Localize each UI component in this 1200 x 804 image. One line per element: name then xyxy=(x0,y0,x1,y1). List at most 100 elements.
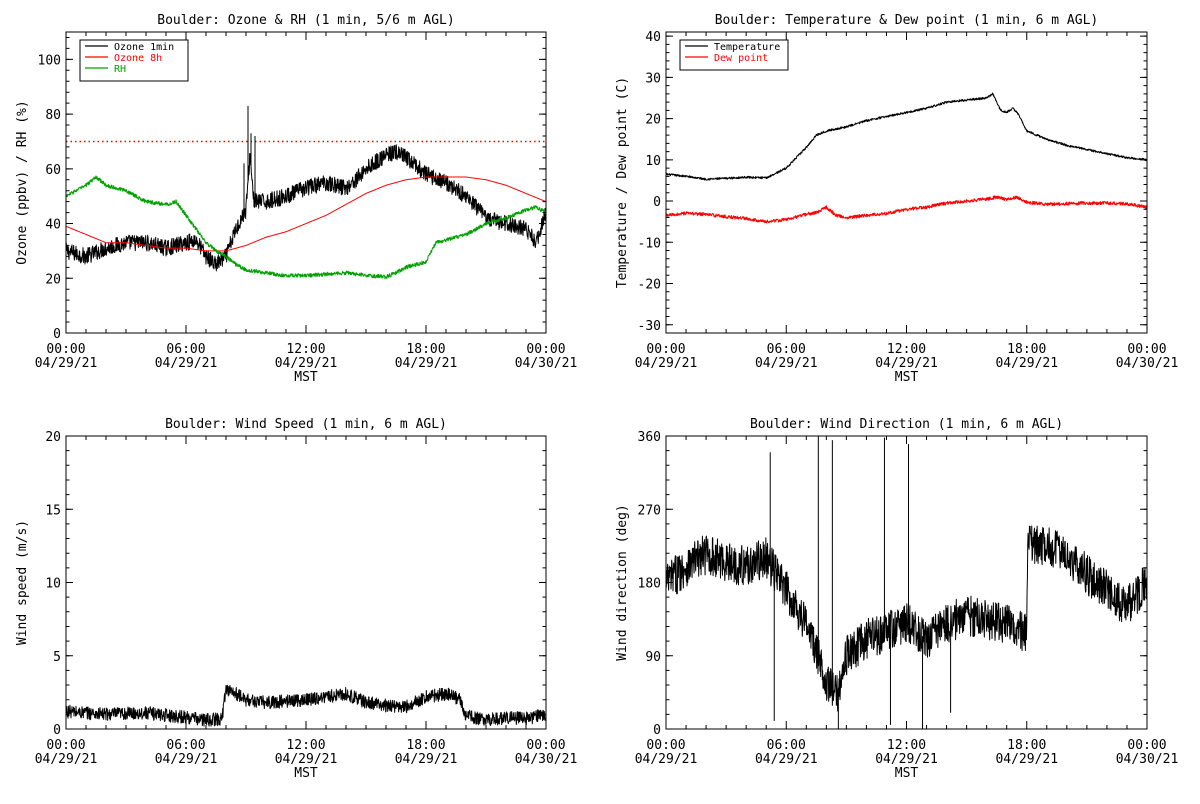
x-tick-time: 06:00 xyxy=(166,342,205,357)
x-tick-date: 04/29/21 xyxy=(395,752,458,767)
x-tick-time: 06:00 xyxy=(767,738,806,753)
x-tick-date: 04/29/21 xyxy=(275,752,338,767)
x-tick-date: 04/29/21 xyxy=(755,752,818,767)
series-line-ozone-8h xyxy=(65,176,547,252)
chart-panel-wind_dir: Boulder: Wind Direction (1 min, 6 m AGL)… xyxy=(615,417,1178,781)
x-tick-date: 04/29/21 xyxy=(995,752,1058,767)
x-tick-time: 18:00 xyxy=(406,738,445,753)
x-tick-time: 12:00 xyxy=(887,738,926,753)
x-tick-time: 00:00 xyxy=(646,738,685,753)
y-axis-label: Ozone (ppbv) / RH (%) xyxy=(15,100,30,264)
x-tick-date: 04/29/21 xyxy=(155,356,218,371)
x-tick-time: 00:00 xyxy=(646,342,685,357)
x-tick-date: 04/29/21 xyxy=(35,752,98,767)
x-tick-date: 04/29/21 xyxy=(875,752,938,767)
legend-box xyxy=(679,39,789,71)
y-tick-label: 100 xyxy=(38,53,61,68)
y-tick-label: 20 xyxy=(645,113,661,128)
x-tick-time: 00:00 xyxy=(1127,342,1166,357)
x-axis-label: MST xyxy=(895,370,919,385)
y-tick-label: 30 xyxy=(645,71,661,86)
x-tick-date: 04/29/21 xyxy=(155,752,218,767)
chart-panel-ozone_rh: Boulder: Ozone & RH (1 min, 5/6 m AGL) 0 2… xyxy=(15,13,577,385)
chart-title: Boulder: Wind Speed (1 min, 6 m AGL) xyxy=(165,417,447,432)
series-line-temperature xyxy=(665,92,1148,181)
series-line-rh xyxy=(65,175,547,280)
y-tick-label: 15 xyxy=(45,503,61,518)
x-tick-date: 04/30/21 xyxy=(1116,356,1179,371)
legend-label: Ozone 8h xyxy=(114,53,162,64)
plot-frame xyxy=(665,31,1148,334)
x-tick-time: 12:00 xyxy=(887,342,926,357)
x-tick-time: 06:00 xyxy=(767,342,806,357)
x-axis-label: MST xyxy=(294,370,318,385)
y-tick-label: 80 xyxy=(45,108,61,123)
x-tick-time: 00:00 xyxy=(46,342,85,357)
y-tick-label: -10 xyxy=(638,236,661,251)
y-axis-label: Wind speed (m/s) xyxy=(15,520,30,645)
x-tick-date: 04/30/21 xyxy=(515,752,578,767)
x-tick-date: 04/29/21 xyxy=(875,356,938,371)
plot-frame xyxy=(65,435,547,730)
x-tick-time: 06:00 xyxy=(166,738,205,753)
y-axis-label: Temperature / Dew point (C) xyxy=(615,77,630,288)
chart-title: Boulder: Wind Direction (1 min, 6 m AGL) xyxy=(750,417,1063,432)
chart-panel-temp_dew: Boulder: Temperature & Dew point (1 min,… xyxy=(615,13,1178,385)
legend-label: Dew point xyxy=(714,53,768,64)
x-tick-date: 04/29/21 xyxy=(755,356,818,371)
x-tick-time: 18:00 xyxy=(1007,342,1046,357)
legend-label: RH xyxy=(114,64,126,75)
x-axis-label: MST xyxy=(294,766,318,781)
legend-box xyxy=(79,39,189,82)
legend-label: Ozone 1min xyxy=(114,42,174,53)
y-tick-label: 360 xyxy=(638,430,661,445)
series-line-dew-point xyxy=(665,195,1148,224)
x-tick-date: 04/30/21 xyxy=(515,356,578,371)
chart-title: Boulder: Ozone & RH (1 min, 5/6 m AGL) xyxy=(157,13,454,28)
chart-panel-wind_speed: Boulder: Wind Speed (1 min, 6 m AGL) 0 5 10… xyxy=(15,417,577,781)
x-axis-label: MST xyxy=(895,766,919,781)
x-tick-time: 00:00 xyxy=(526,342,565,357)
legend-label: Temperature xyxy=(714,42,780,53)
x-tick-date: 04/29/21 xyxy=(35,356,98,371)
y-tick-label: 5 xyxy=(53,650,61,665)
x-tick-date: 04/29/21 xyxy=(395,356,458,371)
x-tick-time: 18:00 xyxy=(406,342,445,357)
x-tick-date: 04/29/21 xyxy=(995,356,1058,371)
y-tick-label: 0 xyxy=(653,723,661,738)
x-tick-time: 12:00 xyxy=(286,342,325,357)
y-tick-label: 40 xyxy=(45,218,61,233)
y-axis-label: Wind direction (deg) xyxy=(615,504,630,661)
y-tick-label: 0 xyxy=(53,723,61,738)
y-tick-label: 40 xyxy=(645,30,661,45)
y-tick-label: 10 xyxy=(45,577,61,592)
x-tick-time: 00:00 xyxy=(46,738,85,753)
y-tick-label: 20 xyxy=(45,430,61,445)
y-tick-label: 20 xyxy=(45,272,61,287)
x-tick-date: 04/29/21 xyxy=(275,356,338,371)
y-tick-label: 90 xyxy=(645,650,661,665)
x-tick-time: 00:00 xyxy=(1127,738,1166,753)
y-tick-label: -30 xyxy=(638,319,661,334)
y-tick-label: -20 xyxy=(638,278,661,293)
x-tick-time: 12:00 xyxy=(286,738,325,753)
y-tick-label: 270 xyxy=(638,503,661,518)
x-tick-time: 18:00 xyxy=(1007,738,1046,753)
x-tick-time: 00:00 xyxy=(526,738,565,753)
y-tick-label: 10 xyxy=(645,154,661,169)
x-tick-date: 04/29/21 xyxy=(635,356,698,371)
y-tick-label: 60 xyxy=(45,163,61,178)
series-line-main xyxy=(65,684,547,727)
x-tick-date: 04/30/21 xyxy=(1116,752,1179,767)
chart-title: Boulder: Temperature & Dew point (1 min,… xyxy=(715,13,1099,28)
series-line-ozone-1min xyxy=(65,105,547,272)
y-tick-label: 0 xyxy=(653,195,661,210)
y-tick-label: 180 xyxy=(638,577,661,592)
series-line-main xyxy=(665,436,1148,729)
y-tick-label: 0 xyxy=(53,327,61,342)
x-tick-date: 04/29/21 xyxy=(635,752,698,767)
